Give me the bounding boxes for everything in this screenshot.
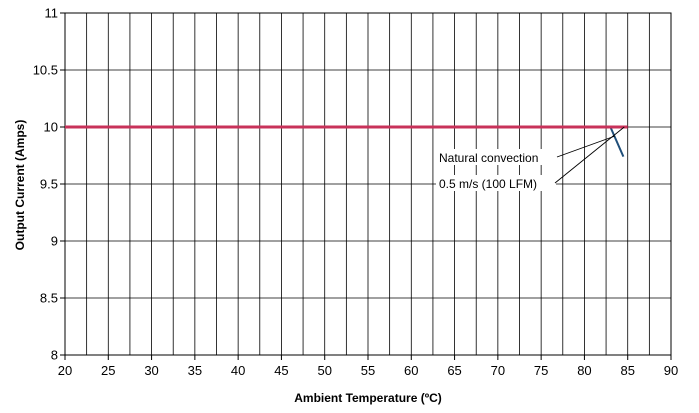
x-tick-label: 40 — [231, 363, 245, 378]
y-tick-label: 10 — [44, 120, 58, 135]
x-tick-label: 65 — [447, 363, 461, 378]
y-axis-title: Output Current (Amps) — [13, 120, 27, 251]
x-tick-label: 35 — [188, 363, 202, 378]
x-tick-label: 85 — [620, 363, 634, 378]
x-tick-label: 60 — [404, 363, 418, 378]
x-tick-label: 55 — [361, 363, 375, 378]
annotation-bg — [436, 149, 558, 165]
y-tick-label: 8.5 — [40, 291, 58, 306]
tick-labels: 20 25 30 35 40 45 50 55 60 65 70 75 80 85 90 8 8.5 9 9.5 10… — [33, 6, 679, 379]
x-tick-label: 25 — [101, 363, 115, 378]
y-tick-label: 11 — [45, 6, 59, 21]
y-tick-label: 10.5 — [33, 63, 58, 78]
x-axis-title: Ambient Temperature (ºC) — [294, 391, 442, 405]
x-tick-label: 30 — [144, 363, 158, 378]
x-tick-label: 70 — [491, 363, 505, 378]
annotations: Natural convection 0.5 m/s (100 LFM) — [436, 126, 625, 191]
y-tick-label: 9 — [51, 234, 58, 249]
x-tick-label: 80 — [577, 363, 591, 378]
annotation-natural-convection: Natural convection — [439, 151, 538, 165]
y-tick-label: 9.5 — [40, 177, 58, 192]
x-tick-label: 90 — [664, 363, 678, 378]
annotation-leader-natural — [556, 135, 615, 158]
x-tick-label: 20 — [58, 363, 72, 378]
grid — [64, 12, 672, 356]
y-tick-label: 8 — [51, 348, 58, 363]
annotation-bg — [436, 175, 556, 191]
x-tick-label: 50 — [317, 363, 331, 378]
x-tick-label: 75 — [534, 363, 548, 378]
annotation-0-5ms: 0.5 m/s (100 LFM) — [439, 177, 537, 191]
series-layer — [65, 125, 628, 158]
annotation-leader-0-5ms — [554, 126, 625, 184]
x-tick-label: 45 — [274, 363, 288, 378]
